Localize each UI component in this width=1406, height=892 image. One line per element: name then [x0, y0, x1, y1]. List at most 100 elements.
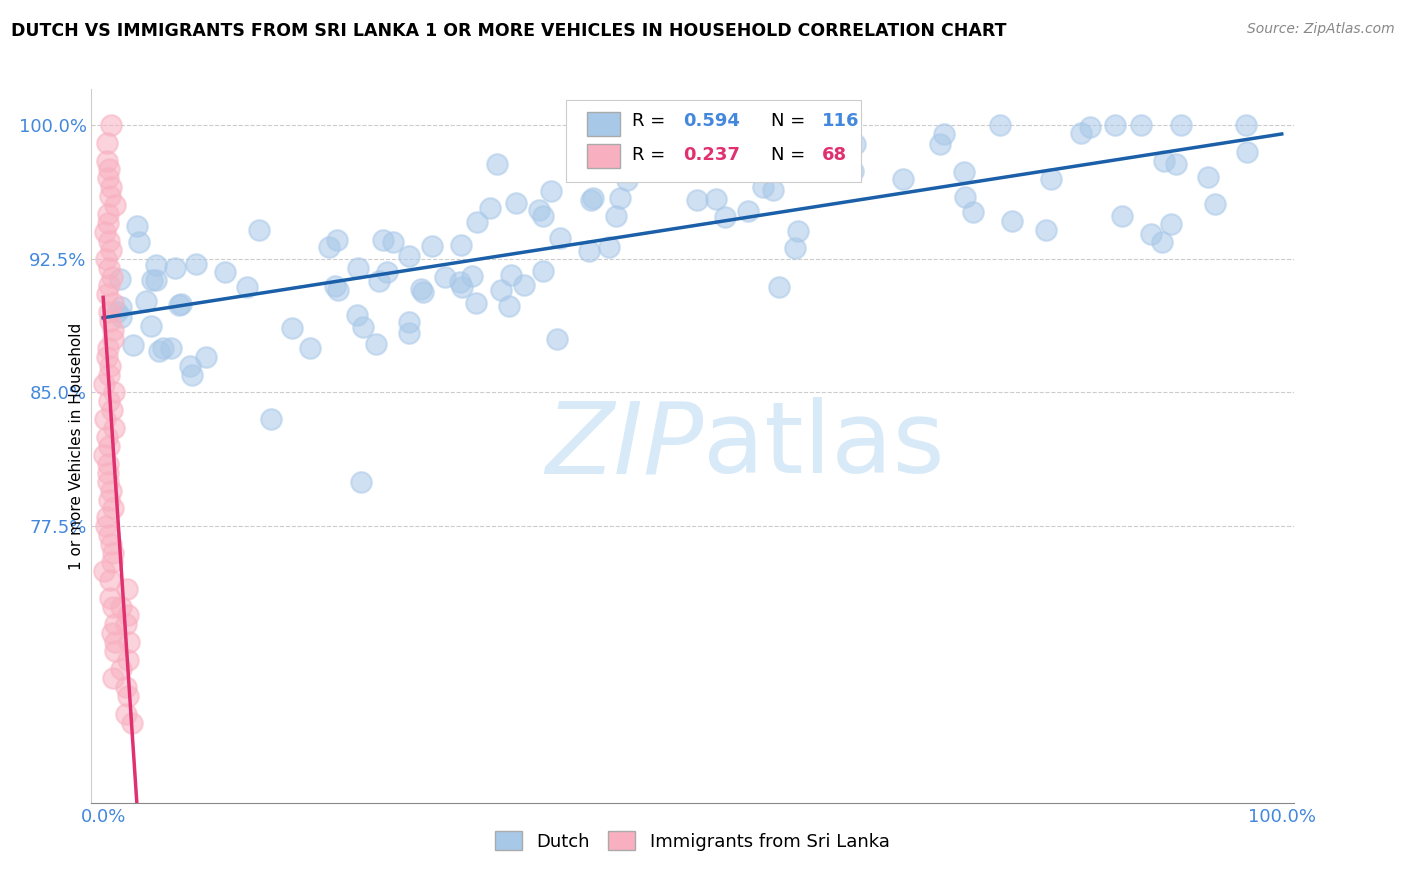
Text: Source: ZipAtlas.com: Source: ZipAtlas.com — [1247, 22, 1395, 37]
Point — [844, 136, 866, 151]
Point — [110, 599, 132, 614]
Point — [214, 265, 236, 279]
Point — [98, 162, 121, 177]
Point — [531, 209, 554, 223]
Point — [93, 564, 115, 578]
Point — [96, 252, 118, 266]
Text: 116: 116 — [823, 112, 860, 130]
Point — [180, 368, 202, 382]
Point — [139, 319, 162, 334]
Point — [98, 528, 121, 542]
Point — [461, 268, 484, 283]
Point — [141, 272, 163, 286]
Point — [152, 341, 174, 355]
Point — [962, 205, 984, 219]
Point — [100, 180, 122, 194]
Point — [101, 555, 124, 569]
Point — [1234, 118, 1257, 132]
Point — [513, 278, 536, 293]
Point — [485, 157, 508, 171]
Point — [94, 519, 117, 533]
Point — [786, 224, 808, 238]
Point — [100, 626, 122, 640]
Point — [98, 492, 121, 507]
Point — [599, 140, 621, 154]
Text: atlas: atlas — [703, 398, 945, 494]
Text: ZIP: ZIP — [544, 398, 703, 494]
Text: N =: N = — [770, 146, 811, 164]
Point — [837, 132, 859, 146]
Bar — [586, 145, 620, 168]
Point — [260, 412, 283, 426]
Point — [98, 189, 121, 203]
Text: N =: N = — [770, 112, 811, 130]
Point — [367, 273, 389, 287]
Point — [110, 271, 132, 285]
Point — [98, 359, 121, 373]
Point — [96, 430, 118, 444]
Point — [97, 260, 120, 275]
Point — [752, 180, 775, 194]
Point — [531, 264, 554, 278]
Point — [762, 183, 785, 197]
Legend: Dutch, Immigrants from Sri Lanka: Dutch, Immigrants from Sri Lanka — [488, 824, 897, 858]
Point — [953, 165, 976, 179]
Text: 68: 68 — [823, 146, 848, 164]
Point — [934, 128, 956, 142]
Point — [184, 257, 207, 271]
Point — [110, 310, 132, 325]
Point — [98, 394, 121, 409]
Point — [1198, 170, 1220, 185]
Point — [398, 326, 420, 340]
Point — [1000, 214, 1022, 228]
Point — [450, 238, 472, 252]
Point — [148, 344, 170, 359]
Point — [97, 466, 120, 480]
Point — [145, 273, 167, 287]
Point — [101, 296, 124, 310]
Point — [1039, 172, 1062, 186]
Point — [451, 280, 474, 294]
Point — [398, 315, 420, 329]
Point — [118, 635, 141, 649]
Point — [449, 275, 471, 289]
Point — [97, 207, 120, 221]
Point — [382, 235, 405, 249]
Point — [194, 350, 217, 364]
Point — [93, 448, 115, 462]
Point — [115, 680, 138, 694]
Point — [364, 337, 387, 351]
Point — [101, 332, 124, 346]
Point — [832, 136, 855, 151]
Point — [117, 653, 139, 667]
Point — [398, 249, 420, 263]
Point — [420, 238, 443, 252]
Point — [115, 617, 138, 632]
Point — [97, 216, 120, 230]
Point — [100, 118, 122, 132]
Point — [110, 662, 132, 676]
Point — [548, 231, 571, 245]
Point — [1078, 120, 1101, 135]
Point — [104, 198, 127, 212]
Point — [121, 338, 143, 352]
Point — [375, 265, 398, 279]
Point — [1204, 197, 1226, 211]
Point — [236, 280, 259, 294]
Point — [169, 298, 191, 312]
Point — [371, 233, 394, 247]
Point — [127, 219, 149, 233]
Point — [101, 671, 124, 685]
Y-axis label: 1 or more Vehicles in Household: 1 or more Vehicles in Household — [69, 322, 84, 570]
Point — [94, 412, 117, 426]
Point — [100, 403, 122, 417]
Text: R =: R = — [633, 112, 671, 130]
Point — [145, 259, 167, 273]
Point — [163, 260, 186, 275]
Point — [489, 283, 512, 297]
Text: 0.594: 0.594 — [683, 112, 740, 130]
Point — [955, 189, 977, 203]
Point — [103, 323, 125, 337]
Point — [323, 279, 346, 293]
Point — [1140, 227, 1163, 242]
